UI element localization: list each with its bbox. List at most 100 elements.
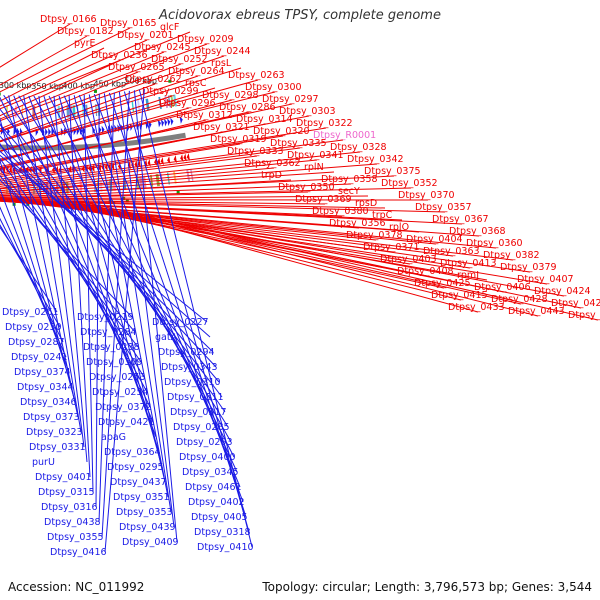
reverse-gene-leader [0,179,133,318]
forward-gene-label: Dtpsy_0356 [329,218,386,229]
forward-gene-label: Dtpsy_0303 [279,106,336,117]
reverse-gene-label: Dtpsy_0344 [17,382,74,393]
forward-gene-label: Dtpsy_0335 [270,138,327,149]
reverse-gene-label: Dtpsy_0364 [104,447,161,458]
reverse-gene-label: Dtpsy_0372 [95,402,152,413]
reverse-gene-leader [0,108,223,398]
reverse-gene-leader [83,94,94,493]
reverse-gene-arrow [51,127,55,136]
cog-box-inner [173,94,178,107]
forward-gene-leader [0,59,122,117]
forward-gene-label: Dtpsy_0166 [40,14,97,25]
forward-gene-label: Dtpsy_0341 [287,150,344,161]
cog-box-outer [173,171,177,184]
reverse-gene-leader [58,95,163,468]
reverse-gene-label: Dtpsy_0346 [20,397,77,408]
reverse-gene-arrow [13,127,17,136]
reverse-gene-label: Dtpsy_0284 [80,327,137,338]
cog-box-inner [131,100,135,113]
forward-gene-label: Dtpsy_0299 [142,86,199,97]
forward-gene-leader [0,43,208,122]
reverse-gene-arrow [107,125,111,134]
reverse-gene-label: Dtpsy_0253 [89,372,146,383]
forward-gene-label: rpsC [185,78,207,89]
reverse-gene-label: Dtpsy_0317 [170,407,227,418]
forward-gene-arrow [81,164,85,173]
reverse-gene-label: Dtpsy_0309 [86,357,143,368]
forward-gene-label: Dtpsy_0286 [219,102,276,113]
forward-gene-label: rpsD [355,198,377,209]
forward-gene-label: Dtpsy_0252 [151,54,208,65]
cog-box-outer [99,179,103,192]
forward-gene-leader [0,179,292,197]
reverse-gene-label: Dtpsy_0293 [176,437,233,448]
forward-gene-leader [0,131,224,178]
reverse-gene-label: Dtpsy_0438 [44,517,101,528]
forward-gene-label: Dtpsy_0300 [245,82,302,93]
forward-gene-label: Dtpsy_0362 [244,158,301,169]
reverse-gene-leader [0,157,142,363]
forward-gene-label: Dtpsy_0433 [448,302,505,313]
forward-gene-arrow [98,163,102,172]
forward-gene-label: Dtpsy_0297 [262,94,319,105]
reverse-gene-leader [93,93,244,503]
reverse-gene-label: Dtpsy_0401 [35,472,92,483]
forward-gene-leader [69,201,582,309]
forward-gene-leader [0,147,301,187]
forward-gene-leader [0,127,327,180]
forward-gene-label: Dtpsy_0265 [108,62,165,73]
forward-gene-label: secY [338,186,360,197]
forward-gene-label: Dtpsy_0262 [125,74,182,85]
forward-gene-arrow [173,155,177,164]
reverse-gene-arrow [160,119,165,127]
reverse-gene-label: Dtpsy_0323 [26,427,83,438]
forward-gene-label: Dtpsy_0443 [508,306,565,317]
reverse-gene-leader [23,95,82,433]
forward-gene-label: trpD [261,170,282,181]
forward-gene-leader [0,23,71,68]
forward-gene-label: Dtpsy_0403 [380,254,437,265]
forward-gene-leader [0,155,258,189]
reverse-gene-label: Dtpsy_0227 [152,317,209,328]
kbp-tick-label: 450 kbp [93,80,126,89]
forward-gene-label: Dtpsy_0264 [168,66,225,77]
reverse-gene-leader [0,123,220,383]
forward-gene-label: Dtpsy_0368 [449,226,506,237]
reverse-gene-leader [104,88,145,553]
forward-gene-label: Dtpsy_0425 [414,278,471,289]
reverse-gene-leader [95,93,100,508]
forward-gene-label: Dtpsy_0201 [117,30,174,41]
forward-gene-leader [0,107,190,162]
forward-gene-leader [0,151,361,190]
forward-gene-label: Dtpsy_0452 [568,310,600,321]
forward-gene-label: Dtpsy_0404 [406,234,463,245]
forward-gene-label: Dtpsy_0380 [312,206,369,217]
kbp-tick-label: 350 kbp [31,82,64,91]
forward-gene-arrow [186,152,191,161]
reverse-gene-label: Dtpsy_0355 [47,532,104,543]
forward-gene-label: Dtpsy_0209 [177,34,234,45]
reverse-gene-arrow [157,119,161,128]
reverse-gene-arrow [63,127,67,136]
reverse-gene-leader [0,187,70,373]
forward-gene-label: Dtpsy_0312 [176,110,233,121]
forward-gene-label: Dtpsy_0165 [100,18,157,29]
reverse-gene-label: Dtpsy_0351 [113,492,170,503]
forward-gene-leader [0,87,216,153]
forward-gene-label: Dtpsy_0319 [210,134,267,145]
reverse-gene-label: Dtpsy_0331 [29,442,86,453]
forward-gene-label: rplO [389,222,409,233]
forward-gene-leader [0,83,156,142]
forward-gene-label: Dtpsy_0328 [330,142,387,153]
reverse-gene-leader [0,159,73,388]
reverse-gene-label: Dtpsy_0353 [116,507,173,518]
forward-gene-label: Dtpsy_0379 [500,262,557,273]
rna-marker [176,190,180,194]
forward-gene-label: rplN [304,162,324,173]
forward-gene-label: Dtpsy_0426 [551,298,600,309]
forward-gene-leader [0,71,139,130]
forward-gene-label: Dtpsy_0424 [534,286,591,297]
reverse-gene-leader [43,95,160,453]
